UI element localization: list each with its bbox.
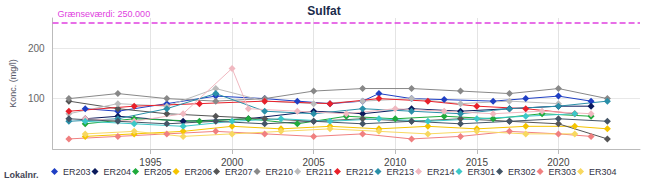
svg-text:ER210: ER210 xyxy=(266,167,294,177)
svg-text:ER212: ER212 xyxy=(346,167,374,177)
svg-text:Grænseværdi: 250.000: Grænseværdi: 250.000 xyxy=(58,9,151,19)
svg-text:ER207: ER207 xyxy=(225,167,253,177)
svg-text:100: 100 xyxy=(28,93,45,104)
svg-text:2020: 2020 xyxy=(547,156,570,168)
svg-text:ER214: ER214 xyxy=(427,167,455,177)
svg-text:200: 200 xyxy=(28,43,45,54)
svg-text:ER203: ER203 xyxy=(63,167,91,177)
svg-text:2010: 2010 xyxy=(384,156,407,168)
svg-text:ER211: ER211 xyxy=(306,167,333,177)
svg-text:ER205: ER205 xyxy=(144,167,172,177)
svg-text:ER206: ER206 xyxy=(185,167,213,177)
svg-text:ER303: ER303 xyxy=(549,167,577,177)
svg-text:Lokalnr.: Lokalnr. xyxy=(4,170,39,180)
svg-text:Konc. (mg/l): Konc. (mg/l) xyxy=(8,59,18,108)
svg-text:ER302: ER302 xyxy=(508,167,536,177)
svg-text:1995: 1995 xyxy=(139,156,162,168)
svg-text:2005: 2005 xyxy=(302,156,325,168)
svg-text:2015: 2015 xyxy=(465,156,488,168)
svg-text:ER304: ER304 xyxy=(589,167,617,177)
svg-text:ER301: ER301 xyxy=(468,167,496,177)
svg-text:Sulfat: Sulfat xyxy=(307,4,340,18)
svg-text:ER204: ER204 xyxy=(104,167,132,177)
svg-text:ER213: ER213 xyxy=(386,167,414,177)
svg-text:2000: 2000 xyxy=(220,156,244,168)
